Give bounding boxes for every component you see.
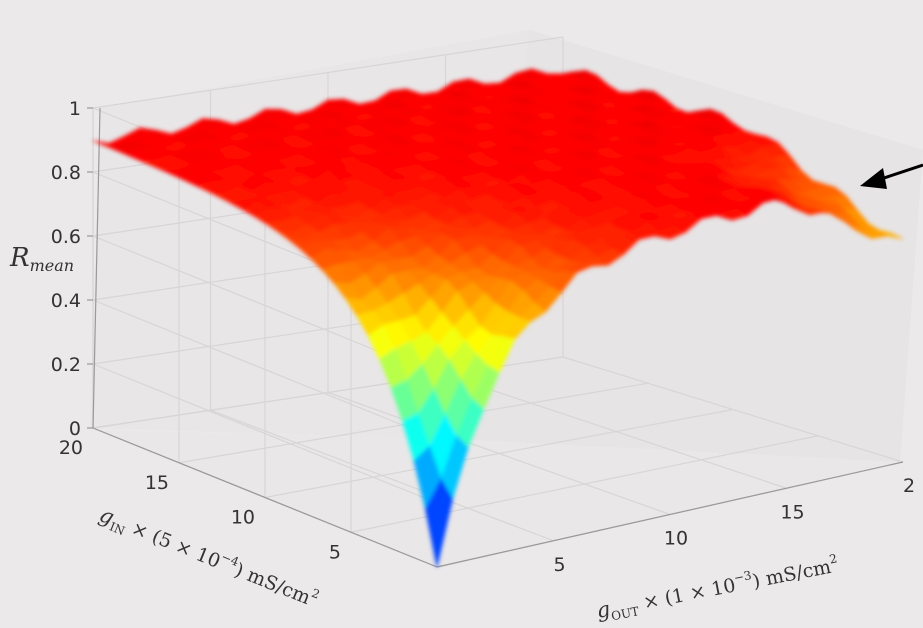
- x-axis-line: [436, 461, 904, 568]
- floor-plane: [95, 430, 903, 568]
- y-tick-label: 5: [329, 541, 341, 563]
- y-tick-label: 10: [231, 507, 255, 529]
- x-axis-label-exp: −3: [733, 568, 753, 585]
- y-axis-line: [92, 427, 438, 568]
- z-tick-label: 1: [69, 98, 81, 120]
- z-tick-label: 0.4: [51, 290, 81, 312]
- x-axis-label-mid: × (1 × 10: [635, 574, 737, 615]
- z-tick-label: 0: [69, 418, 81, 440]
- y-axis-label-mid: × (5 × 10: [123, 515, 224, 573]
- surface-patch: [425, 478, 453, 568]
- y-ticks: 5 10 15 20: [59, 437, 341, 563]
- x-tick-label: 5: [553, 554, 565, 576]
- x-tick-label: 15: [780, 501, 804, 523]
- z-axis-label-main: R: [9, 243, 30, 273]
- x-ticks: 5 10 15 2: [553, 475, 915, 576]
- x-tick-label: 2: [903, 475, 915, 497]
- x-axis-label: gOUT × (1 × 10−3) mS/cm2: [594, 551, 841, 625]
- z-axis-line: [92, 107, 101, 429]
- x-axis-label-post: ) mS/cm: [751, 556, 833, 593]
- floor-gridline: [264, 408, 734, 499]
- floor-gridline: [445, 374, 787, 489]
- x-axis-label-var: g: [594, 597, 612, 623]
- z-tick-label: 0.2: [51, 354, 81, 376]
- x-axis-label-sub: OUT: [610, 604, 640, 623]
- y-tick-label: 15: [145, 472, 169, 494]
- floor-gridline: [562, 356, 904, 463]
- x-tick-label: 10: [664, 528, 688, 550]
- z-ticks: 0 0.2 0.4 0.6 0.8 1: [51, 98, 93, 440]
- z-tick-label: 0.8: [51, 162, 81, 184]
- z-tick-label: 0.6: [51, 226, 81, 248]
- z-axis-label-sub: mean: [30, 256, 74, 275]
- x-axis-label-exp2: 2: [828, 551, 838, 566]
- surface: [92, 68, 904, 568]
- y-axis-label: gIN × (5 × 10−4) mS/cm2: [95, 501, 322, 614]
- y-axis-label-sub: IN: [107, 519, 126, 538]
- annotation-arrow-icon: [860, 163, 923, 189]
- y-axis-label-post: ) mS/cm: [232, 559, 314, 609]
- y-tick-label: 20: [59, 437, 83, 459]
- z-axis-label: Rmean: [9, 243, 74, 275]
- y-axis-label-exp: −4: [219, 550, 241, 570]
